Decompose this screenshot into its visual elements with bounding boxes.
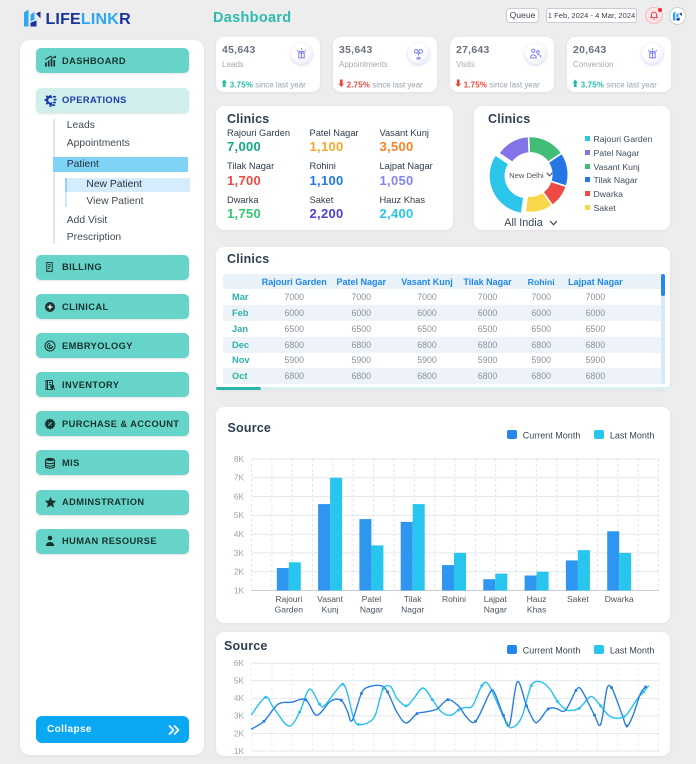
svg-text:7K: 7K: [233, 472, 244, 482]
svg-text:1K: 1K: [233, 585, 244, 595]
svg-text:4K: 4K: [233, 693, 244, 703]
svg-text:5K: 5K: [233, 510, 244, 520]
svg-text:Tilak: Tilak: [403, 594, 421, 604]
svg-text:Patel: Patel: [361, 594, 380, 604]
svg-text:Vasant: Vasant: [317, 594, 343, 604]
svg-text:Garden: Garden: [274, 604, 303, 614]
svg-text:Hauz: Hauz: [526, 594, 546, 604]
svg-text:2K: 2K: [233, 566, 244, 576]
svg-text:2K: 2K: [233, 728, 244, 738]
svg-text:Khas: Khas: [526, 604, 545, 614]
svg-text:Nagar: Nagar: [401, 604, 424, 614]
svg-text:6K: 6K: [233, 658, 244, 668]
svg-text:8K: 8K: [233, 454, 244, 464]
svg-text:Nagar: Nagar: [483, 604, 506, 614]
svg-text:3K: 3K: [233, 548, 244, 558]
svg-text:4K: 4K: [233, 529, 244, 539]
svg-text:Rohini: Rohini: [441, 594, 465, 604]
svg-text:5K: 5K: [233, 676, 244, 686]
svg-text:Dwarka: Dwarka: [604, 594, 633, 604]
svg-text:Rajouri: Rajouri: [275, 594, 302, 604]
svg-text:3K: 3K: [233, 711, 244, 721]
svg-text:Lajpat: Lajpat: [483, 594, 507, 604]
svg-text:Nagar: Nagar: [359, 604, 382, 614]
svg-text:Kunj: Kunj: [321, 604, 338, 614]
svg-text:6K: 6K: [233, 491, 244, 501]
svg-text:Saket: Saket: [567, 594, 589, 604]
svg-text:1K: 1K: [233, 746, 244, 755]
